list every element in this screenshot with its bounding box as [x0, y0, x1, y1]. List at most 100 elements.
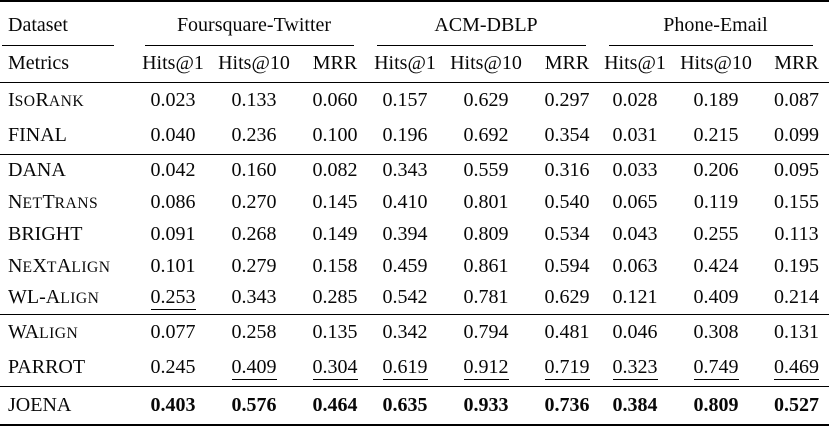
metric-header: Hits@1 — [374, 52, 436, 75]
metric-value-cell: 0.087 — [764, 82, 829, 118]
metric-value-cell: 0.119 — [668, 186, 764, 218]
metric-value: 0.464 — [312, 393, 358, 416]
metric-value: 0.308 — [693, 320, 739, 343]
table-row-parrot: PARROT 0.245 0.409 0.304 0.619 0.912 0.719 0.32… — [0, 350, 829, 386]
metric-value-cell: 0.394 — [370, 218, 440, 250]
metric-value-cell: 0.033 — [602, 154, 668, 186]
metric-value: 0.542 — [382, 286, 428, 309]
metric-value: 0.033 — [612, 158, 658, 181]
table-header: Dataset Foursquare-Twitter ACM-DBLP Phon… — [0, 1, 829, 82]
method-smallcaps-run: lign — [60, 290, 100, 308]
metric-value: 0.354 — [544, 124, 590, 147]
group-header-foursquare-twitter: Foursquare-Twitter — [138, 1, 370, 46]
method-label: FINAL — [8, 124, 67, 147]
metric-value: 0.099 — [774, 124, 819, 147]
method-label: BRIGHT — [8, 222, 83, 245]
metric-value: 0.028 — [612, 88, 658, 111]
metric-value: 0.540 — [544, 190, 590, 213]
method-smallcaps-run: so — [14, 92, 36, 110]
metric-value: 0.245 — [150, 356, 196, 379]
metric-value: 0.527 — [774, 393, 819, 416]
metric-value: 0.342 — [382, 320, 428, 343]
metric-value-cell: 0.042 — [138, 154, 208, 186]
metric-value-cell: 0.343 — [370, 154, 440, 186]
metric-value-cell: 0.214 — [764, 282, 829, 314]
method-label: WAlign — [8, 320, 79, 343]
method-label: DANA — [8, 158, 66, 181]
metric-value-cell: 0.424 — [668, 250, 764, 282]
metric-value: 0.065 — [612, 190, 658, 213]
metric-value: 0.095 — [774, 158, 819, 181]
results-table: Dataset Foursquare-Twitter ACM-DBLP Phon… — [0, 0, 829, 426]
metric-value-cell: 0.308 — [668, 314, 764, 350]
metric-value: 0.100 — [312, 124, 358, 147]
metrics-label: Metrics — [8, 52, 70, 75]
method-label: IsoRank — [8, 88, 85, 111]
metric-value-cell: 0.245 — [138, 350, 208, 386]
metric-value-cell: 0.100 — [300, 118, 370, 154]
metric-value: 0.459 — [382, 254, 428, 277]
metric-value-cell: 0.133 — [208, 82, 300, 118]
metric-value-cell: 0.065 — [602, 186, 668, 218]
metric-value: 0.719 — [544, 355, 590, 380]
metric-value-cell: 0.559 — [440, 154, 532, 186]
metric-value: 0.121 — [612, 286, 658, 309]
metric-value: 0.091 — [150, 222, 196, 245]
metric-value-cell: 0.023 — [138, 82, 208, 118]
metric-value-cell: 0.060 — [300, 82, 370, 118]
metric-value-cell: 0.028 — [602, 82, 668, 118]
method-label: WL-Align — [8, 286, 100, 309]
metric-value: 0.781 — [463, 286, 509, 309]
metric-value: 0.912 — [463, 355, 509, 380]
metric-header: Hits@1 — [142, 52, 204, 75]
metric-value-cell: 0.542 — [370, 282, 440, 314]
metric-value: 0.559 — [463, 158, 509, 181]
metric-value: 0.113 — [774, 222, 819, 245]
metric-value: 0.086 — [150, 190, 196, 213]
metric-value: 0.629 — [463, 88, 509, 111]
metric-value: 0.131 — [774, 320, 819, 343]
metric-value-cell: 0.736 — [532, 386, 602, 425]
metric-value-cell: 0.912 — [440, 350, 532, 386]
metric-value-cell: 0.629 — [440, 82, 532, 118]
method-smallcaps-run: t — [46, 258, 57, 276]
metric-value: 0.149 — [312, 222, 358, 245]
metric-value-cell: 0.113 — [764, 218, 829, 250]
dataset-header-row: Dataset Foursquare-Twitter ACM-DBLP Phon… — [0, 1, 829, 46]
table-row-dana: DANA 0.042 0.160 0.082 0.343 0.559 0.316 0.033 0… — [0, 154, 829, 186]
metric-value-cell: 0.196 — [370, 118, 440, 154]
metric-value-cell: 0.801 — [440, 186, 532, 218]
method-smallcaps-run: e — [22, 258, 33, 276]
metric-value: 0.794 — [463, 320, 509, 343]
table-row-final: FINAL 0.040 0.236 0.100 0.196 0.692 0.354 0.031… — [0, 118, 829, 154]
method-label: NetTrans — [8, 190, 99, 213]
metric-value: 0.736 — [544, 393, 590, 416]
table-row-walign: WAlign 0.077 0.258 0.135 0.342 0.794 0.481 0.04… — [0, 314, 829, 350]
metric-value-cell: 0.145 — [300, 186, 370, 218]
metric-value-cell: 0.099 — [764, 118, 829, 154]
metric-value: 0.809 — [463, 222, 509, 245]
metric-value-cell: 0.043 — [602, 218, 668, 250]
metric-value-cell: 0.086 — [138, 186, 208, 218]
metric-value: 0.119 — [693, 190, 739, 213]
method-label: JOENA — [8, 393, 72, 416]
metric-value-cell: 0.268 — [208, 218, 300, 250]
metric-value: 0.424 — [693, 254, 739, 277]
metric-value: 0.692 — [463, 124, 509, 147]
metric-value: 0.384 — [612, 393, 658, 416]
group-header-acm-dblp: ACM-DBLP — [370, 1, 602, 46]
metric-value-cell: 0.527 — [764, 386, 829, 425]
metric-value-cell: 0.316 — [532, 154, 602, 186]
metric-value-cell: 0.195 — [764, 250, 829, 282]
metric-value: 0.481 — [544, 320, 590, 343]
metric-value: 0.135 — [312, 320, 358, 343]
metric-value: 0.534 — [544, 222, 590, 245]
table-row-isorank: IsoRank 0.023 0.133 0.060 0.157 0.629 0.297 0.0… — [0, 82, 829, 118]
metric-value: 0.409 — [693, 286, 739, 309]
metric-value-cell: 0.540 — [532, 186, 602, 218]
metric-value: 0.285 — [312, 286, 358, 309]
group-header-phone-email: Phone-Email — [602, 1, 829, 46]
metric-value: 0.031 — [612, 124, 658, 147]
metric-value-cell: 0.354 — [532, 118, 602, 154]
metric-value-cell: 0.253 — [138, 282, 208, 314]
